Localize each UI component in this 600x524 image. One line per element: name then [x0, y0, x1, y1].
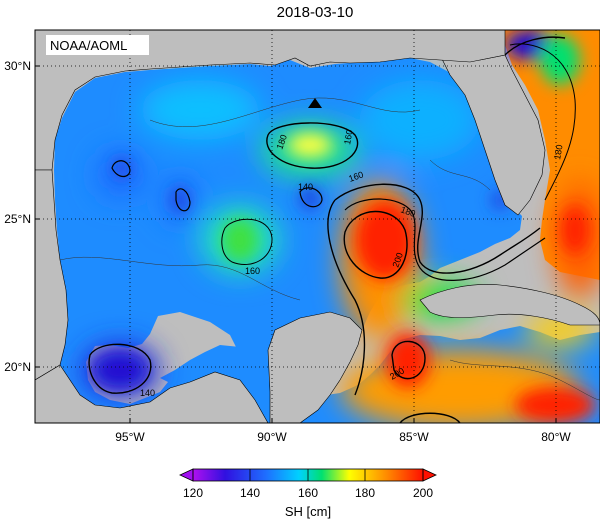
lat-tick-label: 25°N — [4, 212, 31, 226]
lon-tick-label: 85°W — [399, 430, 429, 444]
gridlines — [35, 30, 600, 423]
contour-140-southwest — [88, 343, 152, 394]
colorbar-label: SH [cm] — [285, 504, 331, 519]
contour-labels: 180 160 140 160 180 200 200 180 140 160 — [140, 129, 565, 398]
colorbar-tick-label: 140 — [240, 486, 260, 500]
contour-label: 160 — [245, 266, 260, 276]
colorbar-high-arrow — [422, 468, 437, 482]
contour-thin-4 — [449, 359, 600, 401]
cuba-land — [419, 284, 600, 326]
colorbar-tick-label: 120 — [183, 486, 203, 500]
lat-tick-label: 30°N — [4, 59, 31, 73]
colorbar-tick-label: 160 — [298, 486, 318, 500]
lat-tick-label: 20°N — [4, 360, 31, 374]
contour-200-south — [391, 340, 426, 380]
contour-140-mid — [299, 187, 323, 208]
map-title: 2018-03-10 — [277, 4, 354, 21]
contour-atlantic-north — [504, 36, 566, 56]
map-panel: 180 160 140 160 180 200 200 180 140 160 — [35, 30, 600, 423]
contour-200-eddy — [343, 210, 408, 279]
contour-thin-3 — [429, 159, 491, 191]
contour-label: 140 — [140, 388, 155, 398]
lon-axis: 95°W 90°W 85°W 80°W — [115, 418, 571, 444]
contour-label: 200 — [390, 251, 405, 269]
map-frame — [34, 29, 600, 424]
contour-180-loopcurrent — [344, 198, 546, 281]
contour-200-southeast — [399, 412, 461, 423]
triangle-marker — [308, 98, 322, 108]
contour-180-loop — [266, 122, 359, 169]
contour-160-loopcurrent — [334, 183, 541, 274]
contour-thin-1 — [59, 256, 301, 301]
credit-label: NOAA/AOML — [50, 38, 127, 53]
contour-label: 180 — [274, 133, 289, 151]
contour-180-atlantic — [509, 43, 576, 201]
yucatan-land — [267, 311, 363, 423]
florida-land — [439, 54, 546, 216]
contour-label: 140 — [298, 182, 313, 192]
lon-tick-label: 95°W — [115, 430, 145, 444]
contour-160-loopcurrent-west — [327, 199, 366, 396]
lon-tick-label: 90°W — [257, 430, 287, 444]
lat-axis: 30°N 25°N 20°N — [4, 59, 40, 374]
contour-thin-2 — [149, 97, 421, 127]
credit-box — [46, 35, 149, 55]
colorbar: 120 140 160 180 200 SH [cm] — [179, 468, 437, 519]
contour-label: 180 — [399, 204, 417, 219]
contour-label: 160 — [342, 129, 354, 146]
colorbar-tick-label: 200 — [413, 486, 433, 500]
colorbar-tick-label: 180 — [355, 486, 375, 500]
lon-tick-label: 80°W — [541, 430, 571, 444]
contour-label: 180 — [552, 144, 564, 161]
sea-height-field — [35, 30, 600, 423]
contour-lines — [59, 36, 600, 423]
contour-label: 160 — [347, 169, 365, 184]
contour-160-central — [221, 218, 273, 266]
contour-140-central — [175, 188, 191, 212]
colorbar-low-arrow — [179, 468, 194, 482]
north-coast-land — [35, 30, 506, 171]
southwest-land — [35, 364, 269, 423]
